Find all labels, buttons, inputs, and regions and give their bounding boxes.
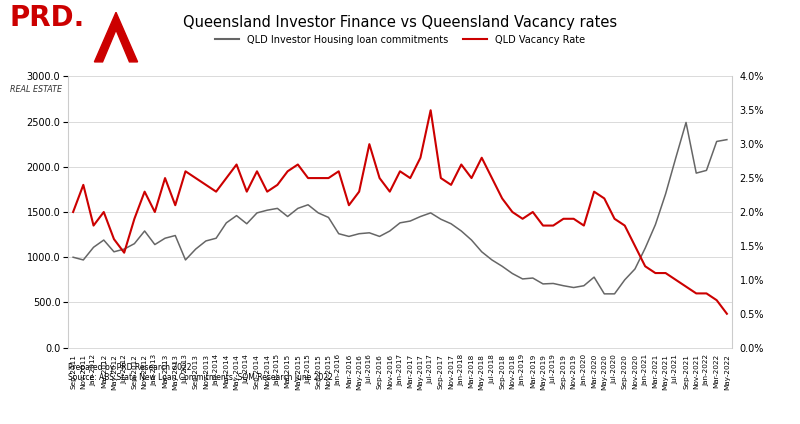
Text: Prepared by PRD Research 2022
Source: ABS State New Loan Commitments, SQM Resear: Prepared by PRD Research 2022 Source: AB… — [68, 363, 333, 382]
Text: Queensland Investor Finance vs Queensland Vacancy rates: Queensland Investor Finance vs Queenslan… — [183, 15, 617, 30]
Polygon shape — [94, 12, 138, 62]
Text: REAL ESTATE: REAL ESTATE — [10, 85, 62, 94]
Text: PRD.: PRD. — [10, 4, 85, 32]
Legend: QLD Investor Housing loan commitments, QLD Vacancy Rate: QLD Investor Housing loan commitments, Q… — [211, 31, 589, 49]
